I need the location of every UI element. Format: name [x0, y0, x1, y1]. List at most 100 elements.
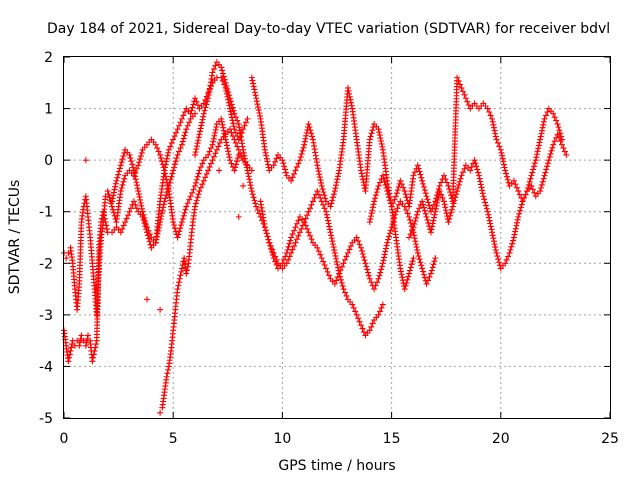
- data-point: [455, 181, 462, 188]
- y-tick-label: -1: [39, 205, 53, 221]
- data-point: [448, 209, 455, 216]
- data-point: [436, 182, 443, 189]
- data-point: [203, 170, 210, 177]
- data-point: [512, 228, 519, 235]
- data-point: [202, 174, 209, 181]
- data-point: [309, 198, 316, 205]
- data-point: [229, 104, 236, 111]
- data-point: [384, 188, 391, 195]
- data-point: [232, 139, 239, 146]
- data-point: [414, 162, 421, 169]
- data-point: [499, 152, 506, 159]
- data-point: [184, 263, 191, 270]
- data-point: [395, 201, 402, 208]
- data-point: [438, 191, 445, 198]
- data-point: [449, 203, 456, 210]
- data-point: [407, 231, 414, 238]
- data-point: [477, 181, 484, 188]
- data-point: [251, 89, 258, 96]
- data-point: [307, 205, 314, 212]
- data-point: [432, 205, 439, 212]
- data-point: [280, 160, 287, 167]
- data-point: [498, 149, 505, 156]
- data-point: [117, 162, 124, 169]
- data-point: [363, 263, 370, 270]
- data-point: [334, 173, 341, 180]
- data-point: [453, 191, 460, 198]
- data-point: [308, 130, 315, 137]
- data-point: [212, 62, 219, 69]
- data-point: [464, 98, 471, 105]
- data-point: [194, 194, 201, 201]
- data-point: [333, 255, 340, 262]
- data-point: [423, 193, 430, 200]
- data-point: [178, 141, 185, 148]
- data-point: [491, 127, 498, 134]
- data-point: [462, 95, 469, 102]
- data-point: [379, 301, 386, 308]
- data-point: [127, 205, 134, 212]
- data-point: [448, 206, 455, 213]
- data-point: [179, 215, 186, 222]
- data-point: [353, 311, 360, 318]
- data-point: [401, 188, 408, 195]
- data-point: [213, 123, 220, 130]
- data-point: [138, 202, 145, 209]
- data-point: [77, 339, 84, 346]
- data-point: [338, 279, 345, 286]
- data-point: [254, 206, 261, 213]
- data-point: [76, 342, 83, 349]
- data-point: [360, 254, 367, 261]
- data-point: [556, 127, 563, 134]
- data-point: [233, 161, 240, 168]
- data-point: [429, 223, 436, 230]
- data-points: [61, 59, 570, 416]
- data-point: [402, 282, 409, 289]
- data-point: [445, 219, 452, 226]
- data-point: [441, 201, 448, 208]
- data-point: [192, 151, 199, 158]
- data-point: [349, 301, 356, 308]
- data-point: [171, 222, 178, 229]
- data-point: [220, 124, 227, 131]
- data-point: [556, 134, 563, 141]
- data-point: [127, 155, 134, 162]
- data-point: [544, 160, 551, 167]
- data-point: [490, 124, 497, 131]
- data-point: [179, 138, 186, 145]
- data-point: [143, 296, 150, 303]
- data-point: [152, 141, 159, 148]
- data-point: [291, 227, 298, 234]
- data-point: [539, 178, 546, 185]
- data-point: [347, 243, 354, 250]
- data-point: [418, 174, 425, 181]
- data-point: [202, 104, 209, 111]
- data-point: [537, 133, 544, 140]
- data-point: [382, 248, 389, 255]
- data-point: [509, 240, 516, 247]
- data-point: [302, 135, 309, 142]
- data-point: [539, 124, 546, 131]
- data-point: [106, 194, 113, 201]
- data-point: [110, 189, 117, 196]
- data-point: [495, 256, 502, 263]
- data-point: [306, 124, 313, 131]
- data-point: [342, 256, 349, 263]
- data-point: [311, 194, 318, 201]
- data-point: [356, 241, 363, 248]
- data-point: [216, 139, 223, 146]
- data-point: [328, 235, 335, 242]
- data-point: [255, 107, 262, 114]
- data-point: [340, 286, 347, 293]
- data-point: [163, 192, 170, 199]
- data-point: [163, 179, 170, 186]
- data-point: [371, 286, 378, 293]
- data-point: [358, 322, 365, 329]
- data-point: [247, 182, 254, 189]
- data-point: [492, 244, 499, 251]
- data-point: [441, 198, 448, 205]
- data-point: [368, 210, 375, 217]
- data-point: [192, 200, 199, 207]
- data-point: [218, 118, 225, 125]
- data-point: [178, 265, 185, 272]
